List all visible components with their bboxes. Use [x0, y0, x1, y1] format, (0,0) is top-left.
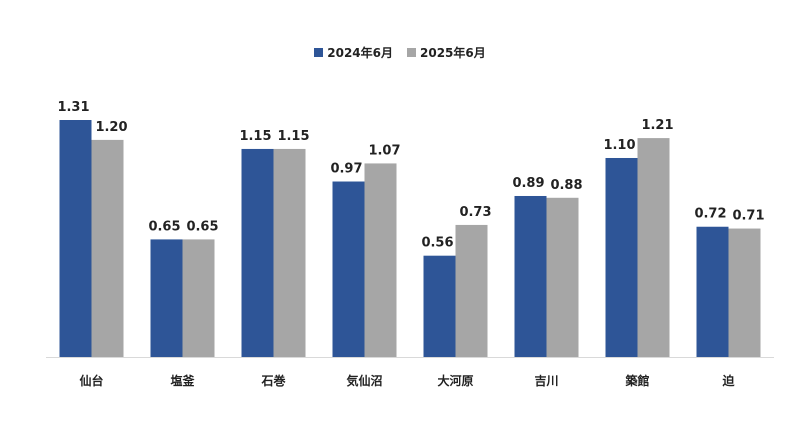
x-tick-label-2: 石巻	[260, 373, 286, 388]
data-label-2024-4: 0.56	[421, 236, 453, 251]
bar-2024-1	[150, 239, 183, 357]
legend-label-2025: 2025年6月	[420, 46, 486, 60]
bar-2025-3	[364, 163, 397, 357]
data-label-2024-0: 1.31	[57, 100, 89, 115]
x-tick-label-7: 迫	[721, 373, 735, 388]
data-label-2025-7: 0.71	[732, 209, 764, 224]
x-tick-label-0: 仙台	[79, 373, 103, 388]
x-tick-label-4: 大河原	[437, 373, 473, 388]
data-label-2024-7: 0.72	[694, 207, 726, 222]
bar-2024-4	[423, 255, 456, 357]
bar-2024-7	[696, 226, 729, 357]
legend: 2024年6月 2025年6月	[0, 44, 800, 61]
bar-2024-0	[59, 120, 92, 357]
bar-2024-6	[605, 157, 638, 357]
data-label-2024-2: 1.15	[239, 129, 271, 144]
data-label-2025-3: 1.07	[368, 143, 400, 158]
data-label-2024-5: 0.89	[512, 176, 544, 191]
bar-2024-2	[241, 148, 274, 357]
bar-2025-1	[182, 239, 215, 357]
legend-label-2024: 2024年6月	[327, 46, 393, 60]
data-label-2024-1: 0.65	[148, 219, 180, 234]
legend-item-2025: 2025年6月	[407, 44, 486, 61]
x-tick-label-6: 築館	[624, 373, 649, 388]
bar-2025-6	[637, 138, 670, 357]
bar-2024-5	[514, 195, 547, 357]
bar-2025-5	[546, 197, 579, 357]
data-label-2025-0: 1.20	[95, 120, 127, 135]
data-label-2025-1: 0.65	[186, 219, 218, 234]
data-label-2025-6: 1.21	[641, 118, 673, 133]
data-label-2024-3: 0.97	[330, 162, 362, 177]
bar-2025-7	[728, 228, 761, 357]
bar-2025-2	[273, 148, 306, 357]
legend-item-2024: 2024年6月	[314, 44, 393, 61]
bar-2025-0	[91, 139, 124, 357]
x-tick-label-3: 気仙沼	[346, 373, 382, 388]
data-label-2025-5: 0.88	[550, 178, 582, 193]
data-label-2025-2: 1.15	[277, 129, 309, 144]
bar-2025-4	[455, 224, 488, 357]
x-tick-label-5: 吉川	[534, 373, 558, 388]
data-label-2024-6: 1.10	[603, 138, 635, 153]
legend-swatch-2024	[314, 48, 324, 57]
bar-2024-3	[332, 181, 365, 357]
legend-swatch-2025	[407, 48, 416, 57]
data-label-2025-4: 0.73	[459, 205, 491, 220]
x-tick-label-1: 塩釜	[170, 373, 195, 388]
